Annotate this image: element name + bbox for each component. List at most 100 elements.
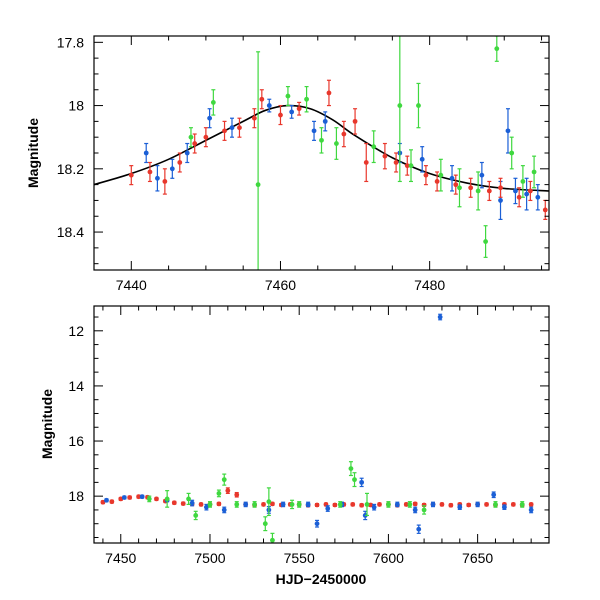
top-y-tick-label: 18.4: [57, 224, 84, 240]
bottom-data-point: [252, 502, 257, 507]
top-axes: 7440 7460 7480 17.8 18 18.2 18.4: [57, 34, 549, 293]
bottom-data-point: [332, 502, 338, 508]
top-series-series_2: [128, 79, 548, 221]
bottom-data-point: [364, 502, 370, 507]
top-data-point: [453, 182, 459, 188]
bottom-data-point: [421, 507, 427, 513]
top-data-point: [505, 128, 511, 134]
bottom-x-tick-label: 7600: [373, 550, 404, 566]
bottom-data-point: [359, 502, 365, 508]
top-y-axis-title: Magnitude: [25, 118, 41, 188]
bottom-data-point: [305, 502, 311, 507]
bottom-data-point: [139, 494, 145, 500]
top-data-point: [397, 103, 403, 108]
bottom-data-point: [325, 506, 331, 511]
top-data-point: [210, 100, 216, 105]
bottom-data-point: [234, 502, 240, 507]
bottom-plot-frame: [93, 305, 550, 544]
bottom-data-point: [394, 502, 400, 507]
top-data-point: [266, 103, 272, 108]
bottom-data-point: [189, 500, 195, 506]
top-data-point: [259, 96, 265, 102]
bottom-data-point: [221, 477, 227, 483]
top-data-point: [311, 128, 317, 134]
top-data-point: [169, 166, 175, 172]
top-data-point: [162, 179, 168, 184]
bottom-data-point: [484, 502, 489, 507]
top-data-point: [229, 125, 235, 131]
top-x-tick-label: 7440: [116, 277, 147, 293]
bottom-data-point: [407, 502, 413, 507]
top-data-point: [192, 141, 198, 146]
bottom-data-point: [430, 502, 436, 507]
top-data-point: [319, 137, 324, 143]
top-x-tick-label: 7480: [414, 277, 445, 293]
bottom-y-tick-label: 18: [68, 488, 84, 504]
bottom-data-point: [403, 502, 409, 507]
top-data-point: [535, 194, 541, 200]
top-plot-area: [94, 36, 549, 270]
bottom-data-point: [359, 479, 365, 485]
bottom-data-point: [262, 521, 268, 527]
bottom-data-point: [270, 501, 275, 507]
top-data-point: [468, 185, 474, 191]
top-data-point: [184, 150, 190, 156]
bottom-data-point: [289, 502, 295, 507]
bottom-x-tick-label: 7550: [284, 550, 315, 566]
bottom-data-point: [243, 502, 249, 507]
bottom-x-tick-label: 7450: [105, 550, 136, 566]
top-data-point: [285, 93, 291, 99]
bottom-data-point: [104, 497, 109, 503]
bottom-data-point: [204, 504, 209, 510]
top-data-point: [341, 131, 347, 137]
top-x-tick-label: 7460: [265, 277, 296, 293]
top-data-point: [237, 125, 242, 131]
top-data-point: [203, 134, 209, 140]
top-data-point: [143, 150, 149, 156]
top-data-point: [296, 106, 302, 112]
bottom-data-point: [127, 495, 133, 500]
bottom-data-point: [221, 507, 227, 513]
top-data-point: [457, 185, 462, 191]
bottom-data-point: [437, 314, 443, 320]
bottom-data-point: [386, 502, 391, 507]
top-data-point: [509, 150, 515, 156]
top-data-point: [155, 175, 160, 181]
top-data-point: [483, 239, 488, 244]
top-data-point: [438, 172, 444, 178]
bottom-y-tick-label: 14: [68, 378, 84, 394]
top-data-point: [434, 179, 440, 184]
bottom-data-point: [377, 502, 382, 507]
bottom-y-tick-label: 16: [68, 433, 84, 449]
top-data-point: [304, 96, 309, 102]
bottom-data-point: [109, 499, 115, 505]
bottom-data-point: [225, 488, 231, 494]
bottom-data-point: [314, 502, 320, 508]
top-data-point: [289, 109, 295, 115]
top-data-point: [527, 188, 533, 194]
top-y-tick-label: 18: [68, 98, 84, 114]
bottom-data-point: [457, 504, 463, 510]
bottom-data-point: [314, 521, 320, 527]
top-data-point: [513, 188, 518, 194]
bottom-data-point: [270, 537, 275, 543]
bottom-data-point: [171, 500, 177, 506]
bottom-data-point: [261, 502, 266, 507]
top-data-point: [326, 90, 332, 96]
top-series-series_1: [143, 98, 541, 221]
bottom-data-point: [352, 477, 357, 483]
top-data-point: [520, 179, 526, 184]
top-data-point: [479, 172, 485, 178]
bottom-data-point: [493, 502, 498, 507]
top-data-point: [207, 115, 213, 121]
bottom-y-axis-title: Magnitude: [39, 389, 55, 459]
bottom-data-point: [350, 502, 356, 507]
bottom-data-point: [528, 507, 534, 513]
bottom-data-point: [198, 502, 204, 507]
bottom-data-point: [280, 502, 286, 507]
bottom-panel: 7450 7500 7550 7600 7650 12 14 16 18 Magnitude H…: [39, 305, 550, 587]
bottom-x-axis-title: HJD−2450000: [276, 571, 367, 587]
top-panel: 7440 7460 7480 17.8 18 18.2 18.4 Magnitude: [25, 34, 550, 293]
top-y-tick-label: 18.2: [57, 161, 84, 177]
bottom-data-point: [121, 495, 127, 500]
